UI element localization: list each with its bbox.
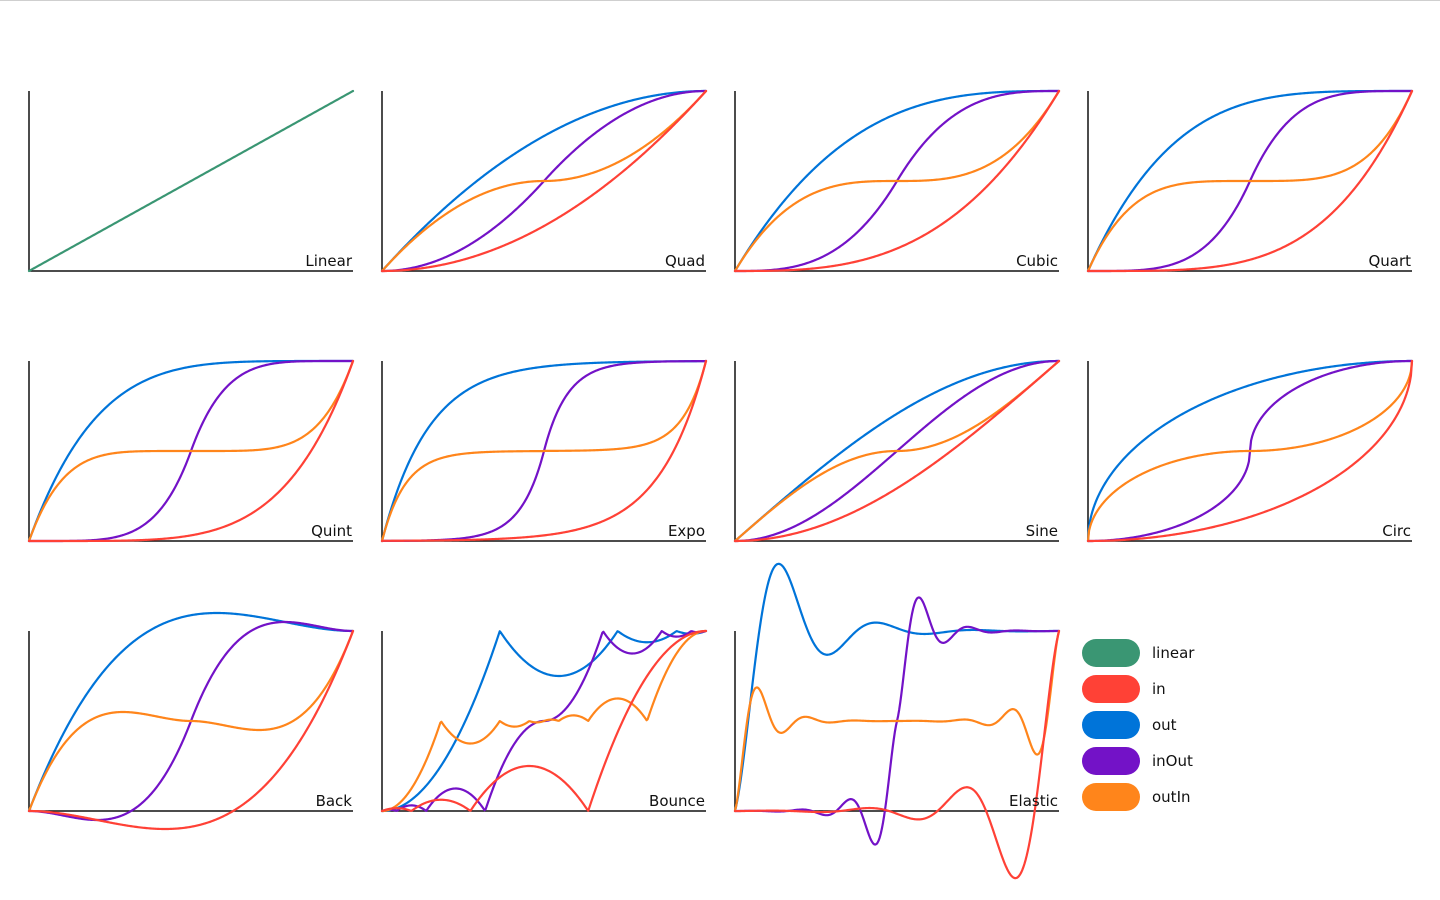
series-line-quart-in — [1086, 89, 1414, 273]
series-line-quint-in — [27, 359, 355, 543]
legend-item-linear: linear — [1082, 635, 1194, 671]
legend-label-out: out — [1152, 716, 1177, 734]
panel-label-sine: Sine — [1026, 522, 1058, 540]
panel-quad: Quad — [380, 89, 708, 273]
series-line-elastic-outIn — [733, 629, 1061, 813]
panel-linear: Linear — [27, 89, 355, 273]
series-line-quad-outIn — [380, 89, 708, 273]
legend-swatch-inout — [1082, 747, 1140, 775]
panel-label-quad: Quad — [665, 252, 705, 270]
legend-label-inout: inOut — [1152, 752, 1193, 770]
series-line-circ-in — [1086, 359, 1414, 543]
series-line-back-out — [27, 611, 355, 813]
series-line-expo-outIn — [380, 359, 708, 543]
series-line-circ-out — [1086, 359, 1414, 543]
legend-swatch-outin — [1082, 783, 1140, 811]
panel-circ: Circ — [1086, 359, 1414, 543]
series-line-quad-out — [380, 89, 708, 273]
series-line-quint-outIn — [27, 359, 355, 543]
series-line-back-in — [27, 629, 355, 831]
panel-quint: Quint — [27, 359, 355, 543]
panel-bounce: Bounce — [380, 629, 708, 813]
panel-quart: Quart — [1086, 89, 1414, 273]
panel-sine: Sine — [733, 359, 1061, 543]
panel-back: Back — [27, 611, 355, 831]
panel-label-expo: Expo — [668, 522, 705, 540]
panel-cubic: Cubic — [733, 89, 1061, 273]
chart-legend: linear in out inOut outIn — [1082, 635, 1194, 815]
series-line-cubic-outIn — [733, 89, 1061, 273]
panel-label-quart: Quart — [1368, 252, 1411, 270]
panel-label-quint: Quint — [311, 522, 352, 540]
series-line-elastic-in — [733, 629, 1061, 880]
series-line-sine-outIn — [733, 359, 1061, 543]
panel-label-bounce: Bounce — [649, 792, 705, 810]
panel-expo: Expo — [380, 359, 708, 543]
legend-label-in: in — [1152, 680, 1166, 698]
legend-item-outin: outIn — [1082, 779, 1194, 815]
panel-label-linear: Linear — [305, 252, 352, 270]
series-line-circ-outIn — [1086, 359, 1414, 543]
series-line-quad-in — [380, 89, 708, 273]
series-line-cubic-out — [733, 89, 1061, 273]
panel-label-circ: Circ — [1382, 522, 1411, 540]
series-line-bounce-outIn — [380, 629, 708, 813]
panel-label-cubic: Cubic — [1016, 252, 1058, 270]
series-line-back-outIn — [27, 629, 355, 813]
legend-swatch-in — [1082, 675, 1140, 703]
series-line-cubic-in — [733, 89, 1061, 273]
series-line-sine-in — [733, 359, 1061, 543]
panel-label-elastic: Elastic — [1009, 792, 1058, 810]
series-line-expo-in — [380, 359, 708, 543]
legend-item-inout: inOut — [1082, 743, 1194, 779]
legend-item-out: out — [1082, 707, 1194, 743]
panel-elastic: Elastic — [733, 562, 1061, 880]
series-line-bounce-in — [380, 629, 708, 813]
series-line-sine-out — [733, 359, 1061, 543]
legend-item-in: in — [1082, 671, 1194, 707]
series-line-elastic-out — [733, 562, 1061, 813]
panel-label-back: Back — [316, 792, 353, 810]
legend-swatch-out — [1082, 711, 1140, 739]
series-line-linear-linear — [27, 89, 355, 273]
series-line-quart-outIn — [1086, 89, 1414, 273]
legend-label-linear: linear — [1152, 644, 1195, 662]
legend-swatch-linear — [1082, 639, 1140, 667]
legend-label-outin: outIn — [1152, 788, 1191, 806]
